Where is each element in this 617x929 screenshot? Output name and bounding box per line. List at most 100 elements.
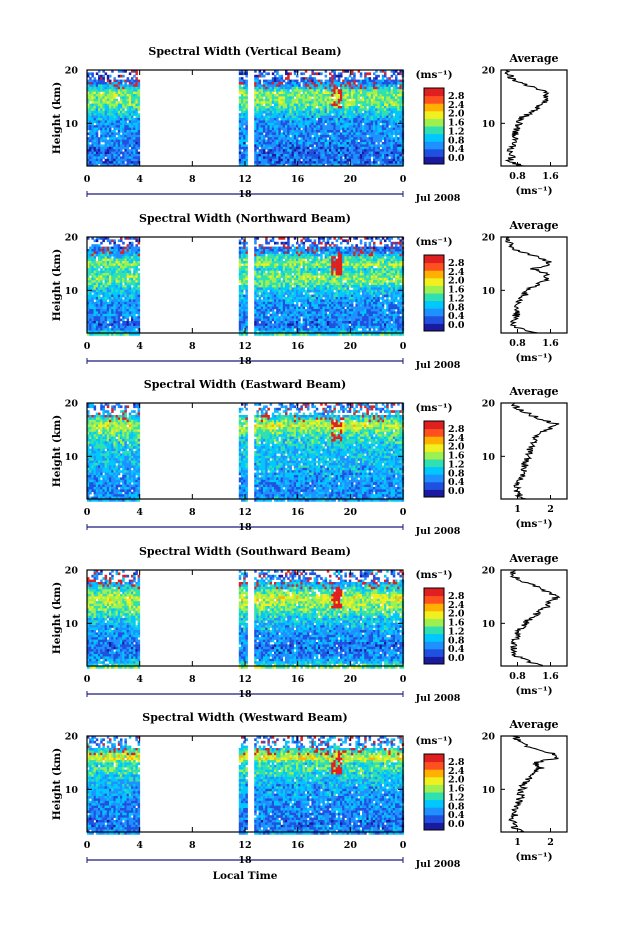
heatmap-cell [260,94,264,97]
heatmap-cell [117,268,121,271]
heatmap-cell [98,137,101,140]
heatmap-cell [106,115,110,119]
heatmap-cell [122,318,125,322]
heatmap-cell [392,86,396,90]
heatmap-cell [120,161,123,164]
heatmap-cell [300,125,303,128]
heatmap-cell [333,120,336,124]
heatmap-cell [135,270,138,274]
heatmap-cell [331,146,334,150]
heatmap-cell [122,125,125,128]
heatmap-cell [100,325,103,329]
heatmap-cell [318,127,321,131]
heatmap-cell [258,328,262,331]
heatmap-cell [137,118,141,121]
heatmap-cell [274,285,277,288]
heatmap-cell [276,98,279,102]
heatmap-cell [109,149,112,152]
heatmap-cell [128,273,132,276]
heatmap-cell [260,328,264,331]
heatmap-cell [91,301,94,305]
heatmap-cell [256,311,259,315]
heatmap-cell [320,154,323,157]
heatmap-cell [128,285,132,288]
heatmap-cell [307,122,310,126]
heatmap-cell [364,134,367,138]
heatmap-cell [322,125,325,128]
heatmap-cell [260,246,264,250]
heatmap-cell [263,289,266,293]
heatmap-cell [300,86,303,90]
heatmap-cell [124,280,127,283]
heatmap-cell [122,263,125,267]
heatmap-cell [355,86,358,90]
heatmap-cell [309,127,312,131]
heatmap-cell [355,103,358,107]
heatmap-cell [241,142,244,145]
heatmap-cell [271,98,275,102]
heatmap-cell [98,106,101,109]
heatmap-cell [302,94,306,97]
heatmap-cell [346,125,350,128]
heatmap-cell [109,163,112,167]
heatmap-cell [126,321,130,324]
heatmap-cell [115,144,119,148]
heatmap-cell [304,127,308,131]
heatmap-cell [364,98,367,102]
heatmap-cell [87,151,90,155]
heatmap-cell [256,74,259,78]
heatmap-cell [320,158,323,162]
heatmap-cell [135,304,138,307]
heatmap-cell [126,323,130,327]
heatmap-cell [98,311,101,315]
heatmap-cell [111,144,114,148]
heatmap-cell [122,139,125,143]
heatmap-cell [291,96,295,100]
heatmap-cell [287,101,290,104]
heatmap-cell [117,321,121,324]
heatmap-cell [320,98,323,102]
heatmap-cell [379,137,383,140]
heatmap-cell [274,251,277,255]
heatmap-cell [282,161,286,164]
heatmap-cell [120,149,123,152]
heatmap-cell [120,328,123,331]
heatmap-cell [238,306,242,310]
heatmap-cell [337,79,341,83]
heatmap-cell [245,318,248,322]
heatmap-cell [131,304,134,307]
heatmap-cell [381,77,385,80]
heatmap-cell [265,265,268,269]
heatmap-cell [263,256,266,259]
heatmap-cell [238,142,242,145]
heatmap-cell [241,163,244,167]
heatmap-cell [100,156,103,160]
heatmap-cell [238,130,242,133]
heatmap-cell [95,161,99,164]
heatmap-cell [254,297,257,300]
heatmap-cell [335,91,339,95]
heatmap-cell [280,74,284,78]
heatmap-cell [93,313,97,317]
heatmap-cell [100,144,103,148]
heatmap-cell [335,89,339,92]
heatmap-cell [287,158,290,162]
heatmap-cell [311,79,314,83]
heatmap-cell [309,149,312,152]
heatmap-cell [375,154,378,157]
heatmap-cell [115,125,119,128]
heatmap-cell [102,289,105,293]
heatmap-cell [89,299,92,303]
heatmap-cell [276,146,279,150]
heatmap-cell [344,139,347,143]
heatmap-cell [399,132,402,136]
heatmap-cell [377,115,380,119]
heatmap-cell [122,70,125,73]
heatmap-cell [133,137,136,140]
heatmap-cell [124,321,127,324]
heatmap-cell [313,82,317,85]
heatmap-cell [241,309,244,312]
heatmap-cell [117,263,121,267]
heatmap-cell [289,163,292,167]
heatmap-cell [241,325,244,329]
